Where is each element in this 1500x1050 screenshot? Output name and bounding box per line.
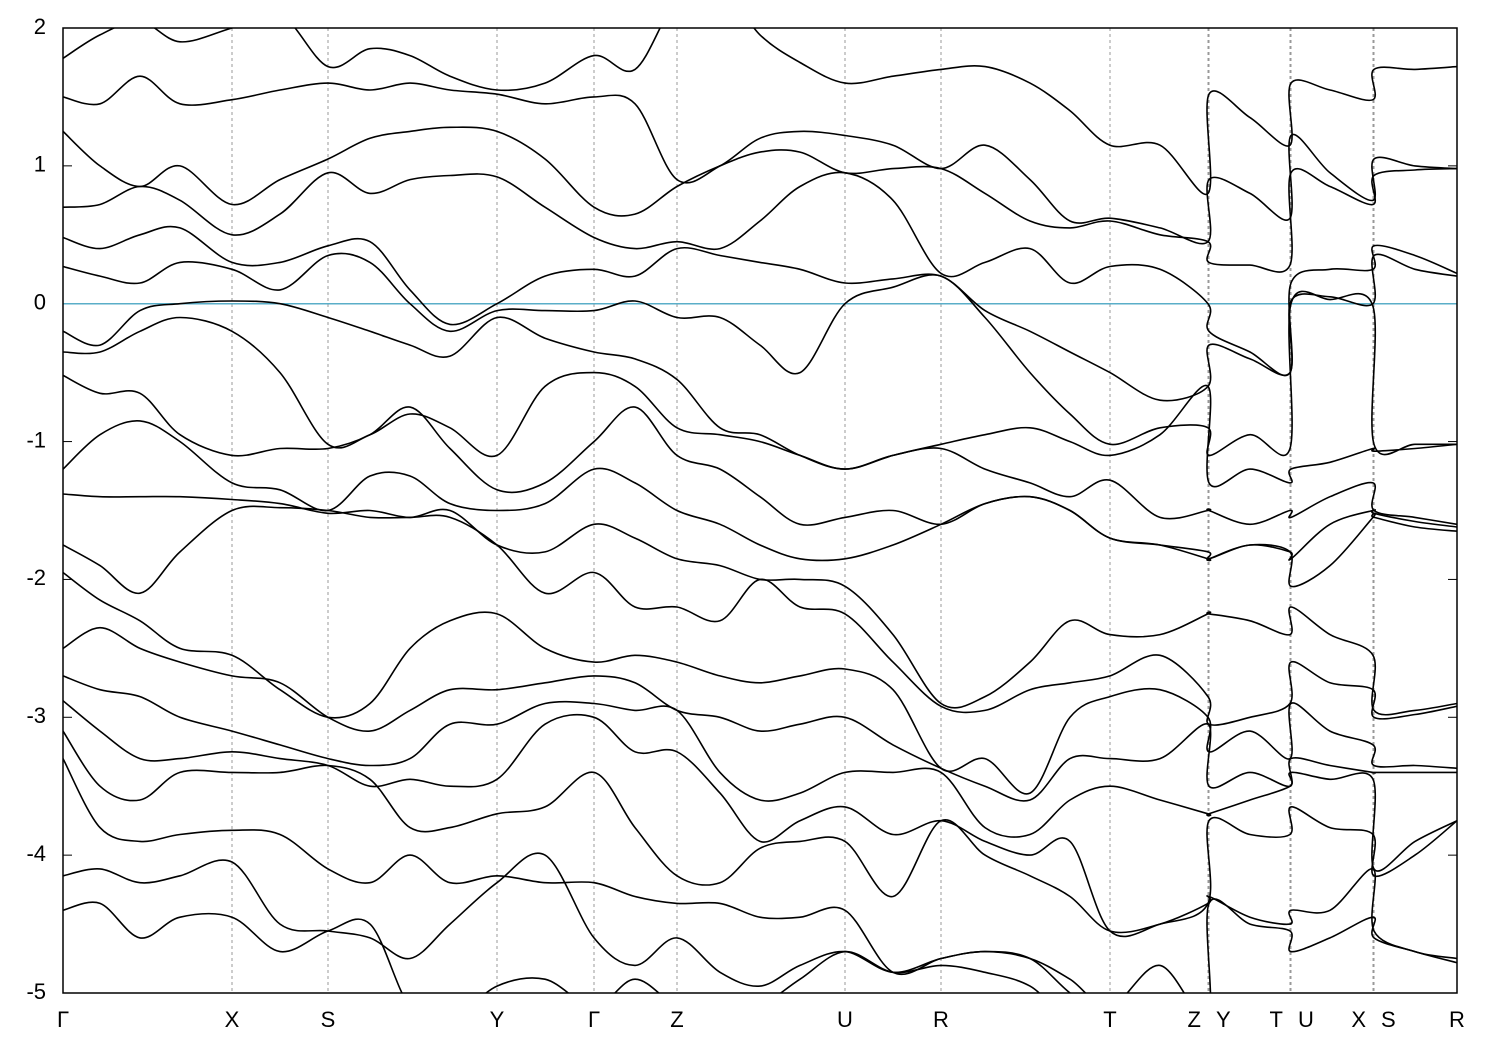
band-line [63, 700, 1457, 938]
x-tick-label: Y [490, 1007, 505, 1032]
band-line [63, 300, 1457, 488]
band-line [63, 505, 1457, 726]
y-tick-label: -5 [26, 979, 46, 1004]
band-line [63, 420, 1457, 588]
bands-layer [63, 28, 1457, 993]
x-tick-label: U [837, 1007, 853, 1032]
band-line [63, 374, 1457, 562]
band-line [63, 126, 1457, 273]
x-tick-label: Z [1188, 1007, 1201, 1032]
y-tick-label: 2 [34, 14, 46, 39]
y-tick-label: 1 [34, 152, 46, 177]
band-line [63, 626, 1457, 802]
plot-frame [62, 27, 1458, 994]
band-line [63, 675, 1457, 872]
band-line [63, 252, 1457, 457]
band-line [63, 730, 1457, 960]
band-line [63, 75, 1457, 245]
y-tick-label: -1 [26, 427, 46, 452]
band-line [63, 28, 1457, 196]
band-line [63, 758, 1457, 993]
x-tick-label: S [321, 1007, 336, 1032]
x-tick-label: X [225, 1007, 240, 1032]
x-tick-label: R [933, 1007, 949, 1032]
x-tick-label: T [1270, 1007, 1283, 1032]
x-tick-label: T [1103, 1007, 1116, 1032]
x-tick-label: U [1298, 1007, 1314, 1032]
y-tick-label: 0 [34, 290, 46, 315]
x-tick-label: Γ [57, 1007, 69, 1032]
x-tick-label: R [1449, 1007, 1465, 1032]
band-line [63, 571, 1457, 795]
y-tick-label: -2 [26, 565, 46, 590]
band-line [63, 901, 1041, 993]
band-line [63, 225, 1457, 402]
x-tick-label: Z [670, 1007, 683, 1032]
x-tick-label: S [1381, 1007, 1396, 1032]
band-line [63, 493, 1457, 716]
x-tick-label: Γ [588, 1007, 600, 1032]
band-line [63, 852, 1072, 993]
y-tick-label: -4 [26, 841, 46, 866]
y-tick-label: -3 [26, 703, 46, 728]
x-tick-label: Y [1216, 1007, 1231, 1032]
x-tick-label: X [1351, 1007, 1366, 1032]
band-line [63, 316, 1457, 526]
